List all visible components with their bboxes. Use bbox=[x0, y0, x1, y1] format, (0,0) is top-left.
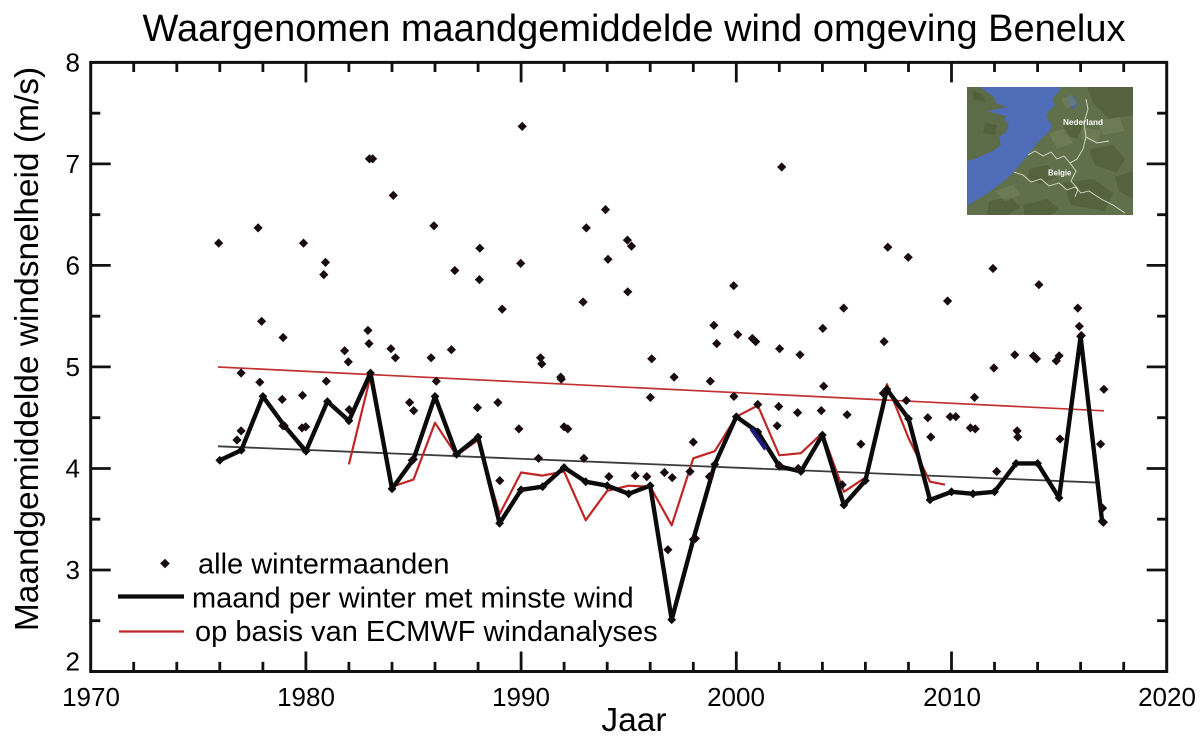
svg-text:1990: 1990 bbox=[492, 682, 550, 712]
svg-text:1980: 1980 bbox=[277, 682, 335, 712]
svg-text:Maandgemiddelde windsnelheid (: Maandgemiddelde windsnelheid (m/s) bbox=[9, 67, 46, 631]
svg-text:1970: 1970 bbox=[62, 682, 120, 712]
svg-text:2: 2 bbox=[66, 646, 80, 676]
svg-text:2010: 2010 bbox=[923, 682, 981, 712]
svg-text:op basis van ECMWF windanalyse: op basis van ECMWF windanalyses bbox=[195, 616, 658, 648]
svg-text:4: 4 bbox=[66, 454, 80, 484]
svg-text:2020: 2020 bbox=[1138, 682, 1196, 712]
svg-text:6: 6 bbox=[66, 251, 80, 281]
svg-text:Jaar: Jaar bbox=[601, 702, 666, 739]
svg-text:Belgie: Belgie bbox=[1048, 169, 1072, 178]
svg-text:Waargenomen maandgemiddelde wi: Waargenomen maandgemiddelde wind omgevin… bbox=[143, 8, 1126, 50]
svg-text:2000: 2000 bbox=[707, 682, 765, 712]
svg-text:7: 7 bbox=[66, 149, 80, 179]
svg-text:3: 3 bbox=[66, 555, 80, 585]
svg-text:8: 8 bbox=[66, 48, 80, 78]
svg-text:maand per winter met minste wi: maand per winter met minste wind bbox=[192, 583, 634, 615]
svg-text:alle wintermaanden: alle wintermaanden bbox=[198, 549, 449, 581]
svg-text:5: 5 bbox=[66, 352, 80, 382]
svg-text:Nederland: Nederland bbox=[1063, 118, 1103, 127]
